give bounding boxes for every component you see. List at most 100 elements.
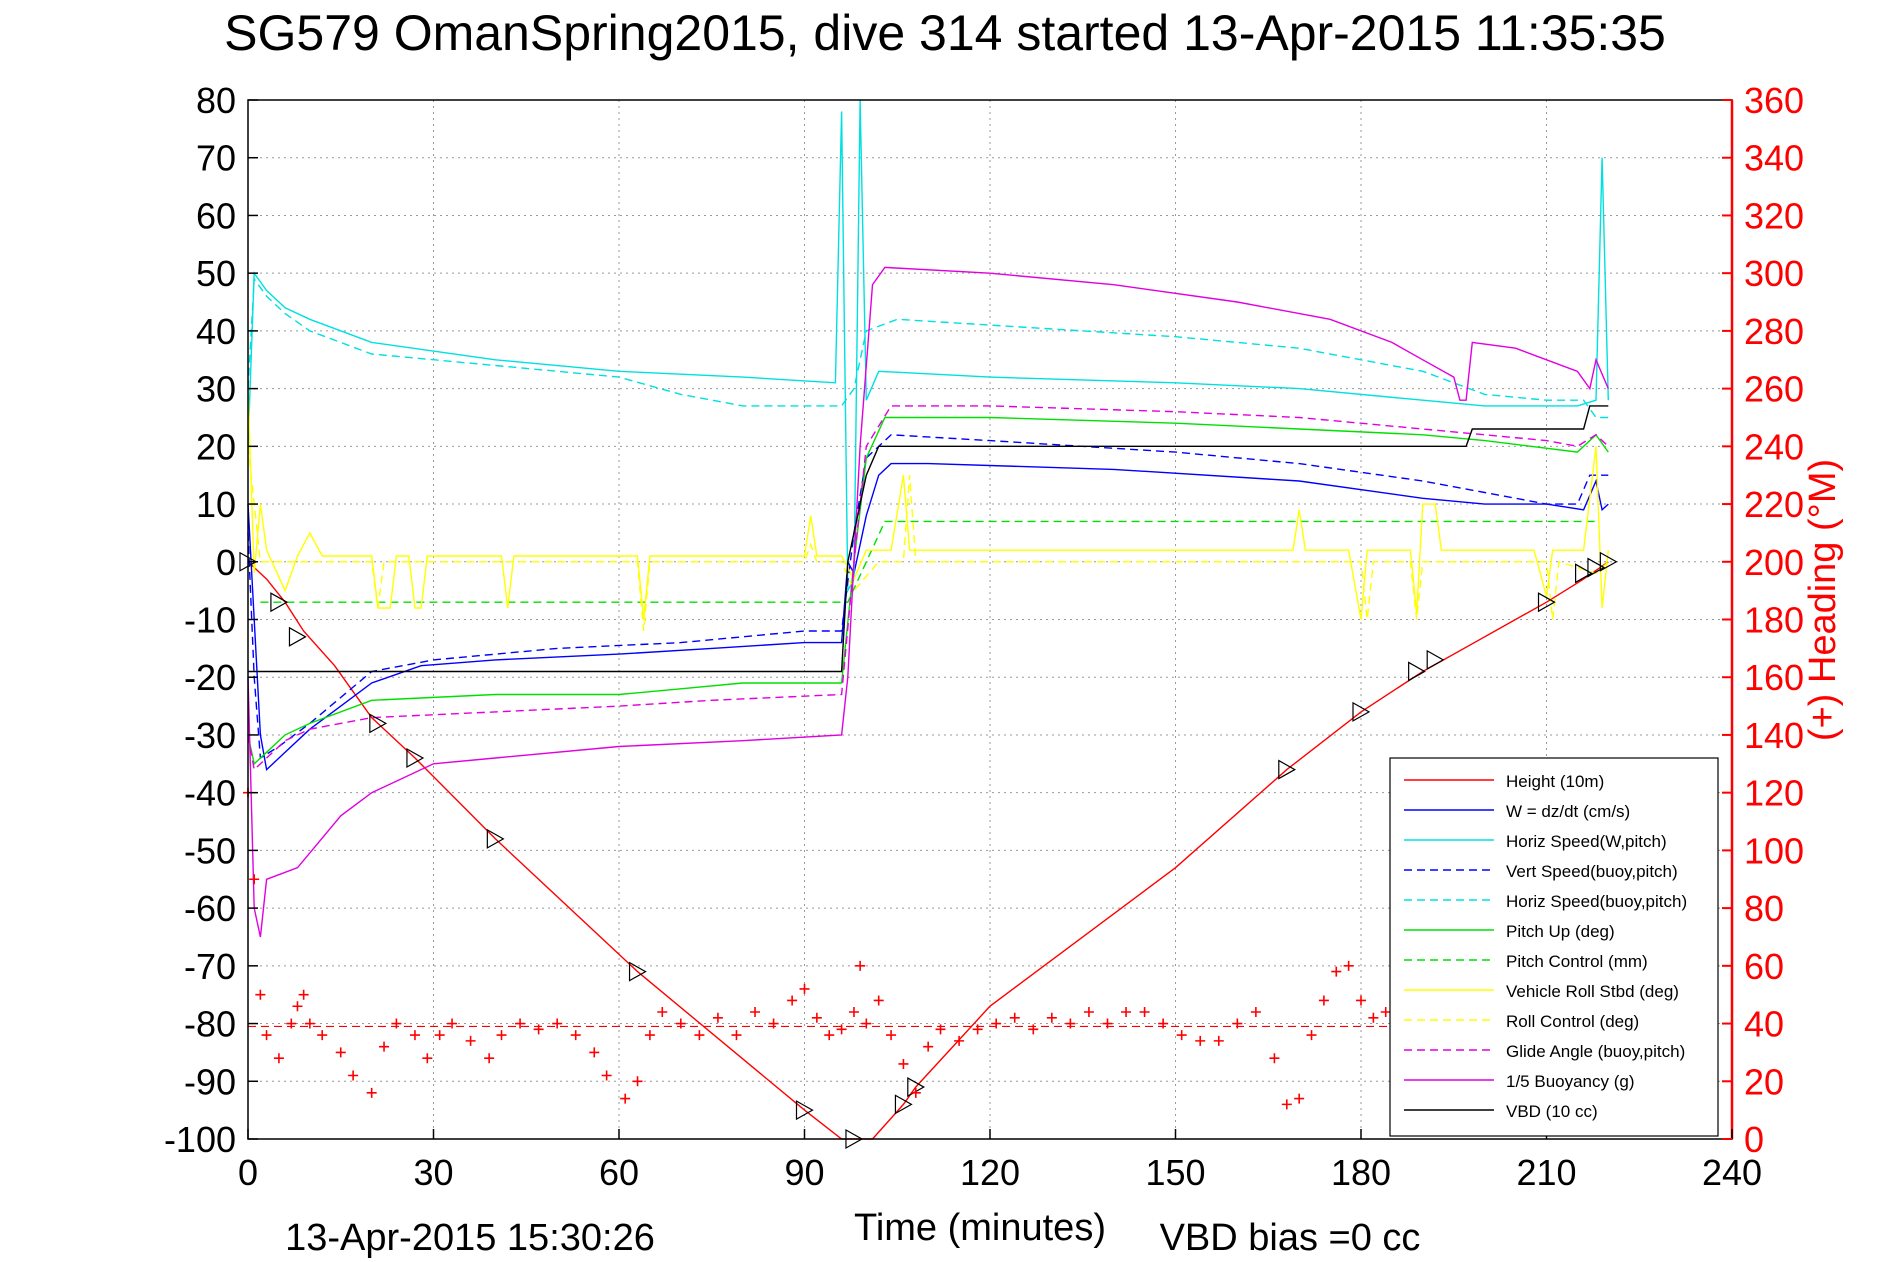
heading-marker — [1065, 1018, 1076, 1029]
x-tick-label: 60 — [599, 1152, 639, 1193]
heading-marker — [409, 1030, 420, 1041]
depth-marker — [406, 748, 425, 769]
heading-marker — [1213, 1035, 1224, 1046]
heading-marker — [861, 1018, 872, 1029]
y2-tick-label: 360 — [1744, 80, 1804, 121]
heading-markers — [243, 787, 1609, 1110]
y-tick-label: -60 — [184, 888, 236, 929]
series-line-glide-angle-buoy-pitch — [247, 405, 1609, 771]
heading-marker — [298, 989, 309, 1000]
y2-axis-label: (+) Heading (°M) — [1802, 459, 1844, 741]
heading-marker — [750, 1007, 761, 1018]
y-tick-label: 70 — [196, 138, 236, 179]
heading-marker — [1028, 1024, 1039, 1035]
heading-marker — [447, 1018, 458, 1029]
y2-tick-label: 300 — [1744, 253, 1804, 294]
x-tick-label: 180 — [1331, 1152, 1391, 1193]
heading-marker — [898, 1058, 909, 1069]
legend-label: W = dz/dt (cm/s) — [1506, 802, 1630, 821]
heading-marker — [632, 1076, 643, 1087]
heading-marker — [335, 1047, 346, 1058]
y-tick-label: -80 — [184, 1004, 236, 1045]
heading-marker — [1195, 1035, 1206, 1046]
heading-marker — [620, 1093, 631, 1104]
legend-box — [1389, 757, 1719, 1137]
heading-marker — [910, 1087, 921, 1098]
legend-label: VBD (10 cc) — [1506, 1102, 1598, 1121]
y-tick-label: -70 — [184, 946, 236, 987]
y2-tick-label: 140 — [1744, 715, 1804, 756]
heading-marker — [787, 995, 798, 1006]
depth-marker — [628, 961, 647, 982]
heading-marker — [935, 1024, 946, 1035]
heading-marker — [273, 1053, 284, 1064]
heading-marker — [848, 1007, 859, 1018]
y-tick-label: 10 — [196, 484, 236, 525]
x-axis-label: Time (minutes) — [854, 1207, 1106, 1249]
legend-label: Horiz Speed(W,pitch) — [1506, 832, 1667, 851]
depth-marker — [1408, 661, 1426, 682]
depth-marker — [1352, 701, 1371, 722]
y2-tick-label: 340 — [1744, 138, 1804, 179]
depth-marker — [1426, 649, 1445, 670]
footer-vbd-bias: VBD bias =0 cc — [1160, 1217, 1421, 1259]
heading-marker — [391, 1018, 402, 1029]
heading-marker — [675, 1018, 686, 1029]
depth-marker — [486, 828, 505, 849]
y-tick-label: -100 — [164, 1119, 236, 1160]
y2-tick-label: 320 — [1744, 195, 1804, 236]
y2-tick-label: 0 — [1744, 1119, 1764, 1160]
heading-marker — [1356, 995, 1366, 1006]
heading-marker — [954, 1035, 965, 1046]
heading-marker — [1046, 1012, 1057, 1023]
y2-tick-label: 260 — [1744, 369, 1804, 410]
heading-marker — [824, 1030, 835, 1041]
heading-marker — [991, 1018, 1002, 1029]
legend-label: Roll Control (deg) — [1506, 1012, 1639, 1031]
heading-marker — [799, 983, 810, 994]
heading-marker — [304, 1018, 315, 1029]
heading-marker — [1306, 1030, 1317, 1041]
heading-marker — [1158, 1018, 1169, 1029]
heading-marker — [712, 1012, 723, 1023]
series-line-pitch-up-deg — [247, 416, 1609, 766]
depth-markers — [239, 551, 1618, 1150]
heading-marker — [292, 1001, 303, 1012]
y-tick-label: 20 — [196, 426, 236, 467]
heading-marker — [570, 1030, 581, 1041]
heading-marker — [1009, 1012, 1020, 1023]
depth-marker — [1599, 551, 1618, 572]
y-tick-label: -10 — [184, 600, 236, 641]
y2-tick-label: 200 — [1744, 542, 1804, 583]
chart-title: SG579 OmanSpring2015, dive 314 started 1… — [224, 5, 1666, 61]
legend-label: Pitch Up (deg) — [1506, 922, 1615, 941]
heading-marker — [366, 1087, 377, 1098]
legend-label: Height (10m) — [1506, 772, 1604, 791]
y-tick-label: 80 — [196, 80, 236, 121]
y2-tick-label: 20 — [1744, 1061, 1784, 1102]
heading-marker — [873, 995, 884, 1006]
heading-marker — [811, 1012, 822, 1023]
heading-marker — [886, 1030, 897, 1041]
y2-tick-label: 120 — [1744, 773, 1804, 814]
heading-marker — [286, 1018, 297, 1029]
y2-tick-label: 160 — [1744, 657, 1804, 698]
heading-marker — [589, 1047, 600, 1058]
series-line-horiz-speed-buoy-pitch — [247, 276, 1609, 419]
x-tick-label: 120 — [960, 1152, 1020, 1193]
y2-tick-label: 180 — [1744, 600, 1804, 641]
legend-label: Vert Speed(buoy,pitch) — [1506, 862, 1678, 881]
depth-marker — [795, 1100, 814, 1121]
x-tick-label: 150 — [1145, 1152, 1205, 1193]
y2-tick-label: 280 — [1744, 311, 1804, 352]
x-tick-label: 210 — [1516, 1152, 1576, 1193]
heading-marker — [1343, 960, 1354, 971]
heading-marker — [317, 1030, 328, 1041]
depth-marker — [1278, 759, 1297, 780]
heading-marker — [434, 1030, 445, 1041]
heading-marker — [533, 1024, 544, 1035]
legend-label: Glide Angle (buoy,pitch) — [1506, 1042, 1685, 1061]
legend-label: Pitch Control (mm) — [1506, 952, 1648, 971]
heading-marker — [1368, 1012, 1379, 1023]
